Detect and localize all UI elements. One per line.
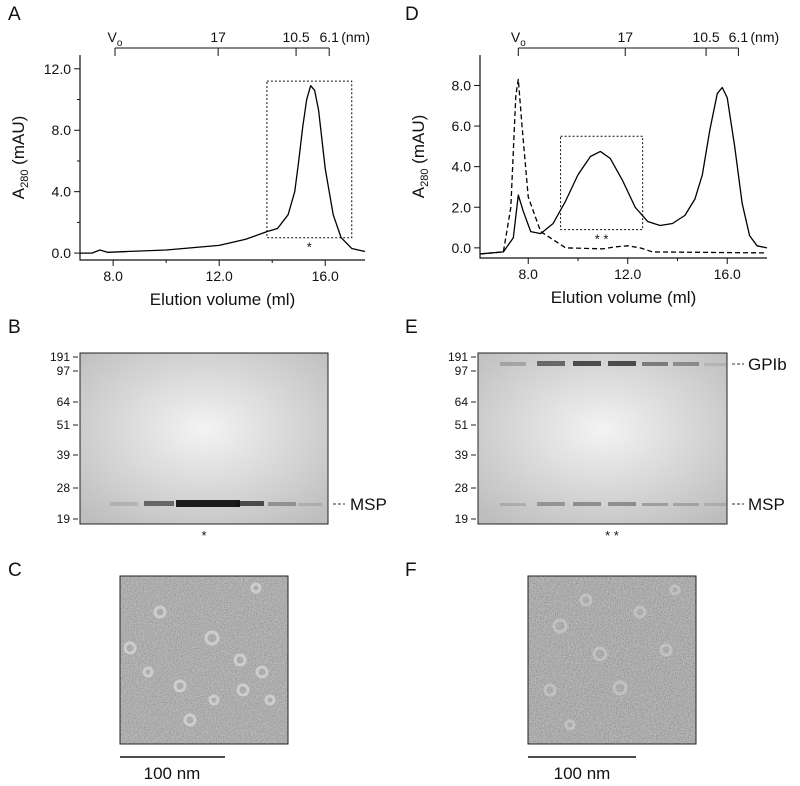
particles: [123, 582, 276, 727]
particles: [543, 584, 681, 731]
y-tick-label: 0.0: [52, 245, 72, 261]
y-tick-label: 4.0: [452, 159, 472, 175]
ladder-label: 19: [57, 512, 71, 526]
gel-image: [477, 352, 728, 525]
ladder-label: 64: [57, 395, 71, 409]
micrograph-f: 100 nm: [527, 575, 697, 783]
x-tick-label: 16.0: [312, 268, 339, 284]
axis-line: [79, 55, 365, 261]
micrograph-frame: [119, 575, 289, 745]
y-title-unit: (mAU): [409, 115, 428, 169]
y-tick-label: 0.0: [452, 240, 472, 256]
size-marker-label: 10.5: [282, 29, 309, 45]
micrograph-frame: [527, 575, 697, 745]
size-marker-label: 17: [210, 29, 226, 45]
y-title-unit: (mAU): [9, 116, 28, 170]
ladder-label: 51: [455, 418, 469, 432]
x-axis-title: Elution volume (ml): [551, 288, 697, 307]
size-marker-label: Vo: [108, 29, 123, 49]
size-marker-main: V: [108, 29, 118, 45]
y-title-main: A: [409, 186, 428, 198]
selection-box: [266, 80, 353, 239]
fraction-mark: * *: [605, 528, 619, 543]
size-unit: (nm): [750, 29, 779, 45]
size-marker-label: 17: [617, 29, 633, 45]
band-label: MSP: [748, 495, 785, 514]
x-tick-label: 16.0: [714, 266, 741, 282]
micrograph-c: 100 nm: [119, 575, 289, 783]
size-marker-label: Vo: [511, 29, 526, 49]
ladder-label: 64: [455, 395, 469, 409]
axis-line: [479, 55, 767, 259]
y-axis-title: A280 (mAU): [9, 116, 31, 200]
y-tick-label: 12.0: [44, 61, 71, 77]
size-marker-label: 6.1: [319, 29, 339, 45]
y-tick-label: 8.0: [52, 122, 72, 138]
ladder-label: 28: [455, 481, 469, 495]
y-title-main: A: [9, 187, 28, 199]
x-tick-label: 8.0: [103, 268, 123, 284]
series-line: [479, 78, 768, 255]
micrograph-texture: [120, 576, 288, 744]
x-axis-title: Elution volume (ml): [150, 290, 296, 309]
ladder-label: 97: [455, 364, 469, 378]
y-title-sub: 280: [419, 169, 431, 187]
ladder-label: 191: [50, 350, 70, 364]
panel-label: B: [8, 317, 21, 338]
gel-bands: [110, 500, 322, 507]
ladder-label: 39: [455, 448, 469, 462]
ladder-label: 51: [57, 418, 71, 432]
size-unit: (nm): [341, 29, 370, 45]
y-tick-label: 2.0: [452, 199, 472, 215]
ladder-label: 19: [455, 512, 469, 526]
gel-e: GPIb MSP * *: [477, 352, 787, 543]
series-line: [80, 85, 366, 254]
ladder-label: 39: [57, 448, 71, 462]
size-marker-sub: o: [117, 38, 123, 49]
box-mark: * *: [595, 232, 609, 247]
panel-label: A: [8, 4, 21, 25]
panel-label: D: [405, 4, 419, 25]
fraction-mark: *: [201, 528, 206, 543]
panel-label: E: [405, 317, 418, 338]
micrograph-texture: [528, 576, 696, 744]
ladder-label: 28: [57, 481, 71, 495]
x-tick-label: 12.0: [614, 266, 641, 282]
size-marker-label: 10.5: [692, 29, 719, 45]
band-label: MSP: [350, 495, 387, 514]
gel-b: MSP *: [79, 352, 387, 543]
size-marker-sub: o: [520, 38, 526, 49]
series-line: [479, 86, 768, 255]
gel-bands: [500, 361, 726, 506]
selection-box: [560, 135, 644, 231]
scale-label: 100 nm: [144, 764, 201, 783]
scale-label: 100 nm: [554, 764, 611, 783]
band-label: GPIb: [748, 355, 787, 374]
box-mark: *: [307, 240, 312, 255]
ladder-label: 97: [57, 364, 71, 378]
gel-image: [79, 352, 329, 525]
panel-label: C: [8, 560, 22, 581]
y-tick-label: 8.0: [452, 77, 472, 93]
ladder-label: 191: [448, 350, 468, 364]
y-tick-label: 6.0: [452, 118, 472, 134]
y-axis-title: A280 (mAU): [409, 115, 431, 199]
panel-label: F: [405, 560, 417, 581]
y-tick-label: 4.0: [52, 184, 72, 200]
x-tick-label: 12.0: [206, 268, 233, 284]
y-title-sub: 280: [19, 170, 31, 188]
x-tick-label: 8.0: [519, 266, 539, 282]
size-marker-main: V: [511, 29, 521, 45]
size-marker-label: 6.1: [729, 29, 749, 45]
